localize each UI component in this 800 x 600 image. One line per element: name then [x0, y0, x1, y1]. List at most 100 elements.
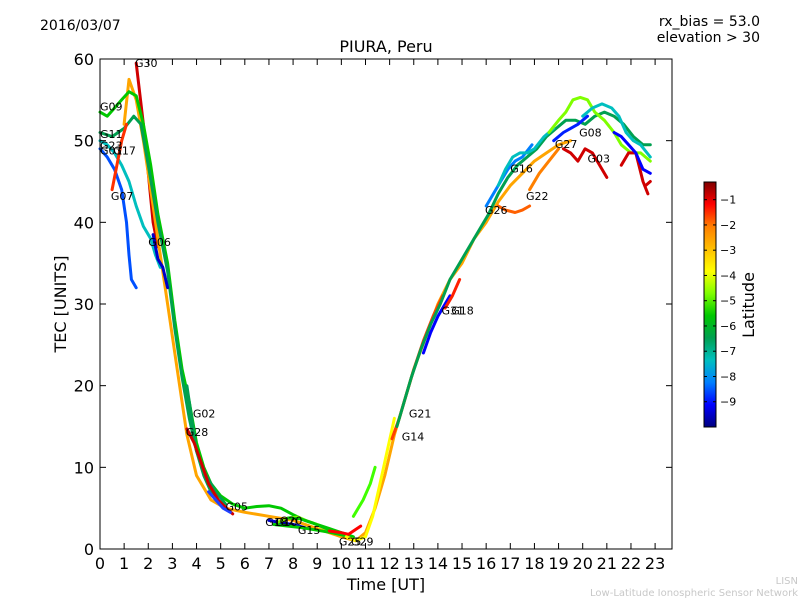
x-tick-label: 4: [191, 554, 201, 573]
x-tick-label: 1: [119, 554, 129, 573]
satellite-label: G29: [351, 536, 374, 549]
elevation-label: elevation > 30: [656, 30, 760, 46]
x-tick-label: 11: [355, 554, 375, 573]
satellite-label: G27: [555, 138, 578, 151]
y-tick-label: 40: [74, 213, 94, 232]
series-g13: [644, 180, 652, 188]
x-tick-label: 7: [264, 554, 274, 573]
x-tick-label: 9: [312, 554, 322, 573]
x-tick-label: 21: [597, 554, 617, 573]
y-tick-label: 30: [74, 295, 94, 314]
satellite-label: G03: [588, 153, 611, 166]
x-tick-label: 6: [240, 554, 250, 573]
satellite-label: G17: [113, 145, 136, 158]
colorbar-tick-label: −9: [720, 396, 736, 409]
x-tick-label: 13: [404, 554, 424, 573]
colorbar-tick-label: −1: [720, 194, 736, 207]
satellite-label: G06: [148, 236, 171, 249]
colorbar-tick-label: −3: [720, 244, 736, 257]
series-g03: [561, 147, 609, 179]
series-g29: [344, 416, 396, 543]
series-g26: [484, 143, 534, 208]
x-tick-label: 23: [645, 554, 665, 573]
colorbar-label: Latitude: [739, 272, 758, 338]
x-tick-label: 18: [524, 554, 544, 573]
colorbar-tick-label: −5: [720, 295, 736, 308]
satellite-label: G25: [339, 536, 362, 549]
rx-bias-label: rx_bias = 53.0: [658, 14, 760, 30]
chart-title: PIURA, Peru: [339, 37, 432, 56]
series-g11: [98, 90, 355, 539]
colorbar-tick-label: −8: [720, 370, 736, 383]
y-tick-label: 60: [74, 50, 94, 69]
y-tick-label: 50: [74, 132, 94, 151]
series-g09: [122, 77, 573, 543]
satellite-label: G20: [280, 514, 303, 527]
satellite-label: G31: [442, 305, 465, 318]
series-g23: [98, 114, 227, 506]
series-g05: [207, 490, 232, 514]
satellite-label: G21: [409, 407, 432, 420]
satellite-label: G11: [100, 128, 123, 141]
x-tick-label: 17: [500, 554, 520, 573]
x-tick-label: 3: [167, 554, 177, 573]
series-g31: [421, 294, 452, 355]
satellite-label: G18: [265, 516, 288, 529]
latitude-colorbar: −1 −2 −3 −4 −5 −6 −7 −8 −9: [703, 181, 736, 428]
series-g06: [151, 233, 170, 290]
satellite-label: G05: [226, 501, 249, 514]
satellite-label: G26: [485, 204, 508, 217]
colorbar-gradient: [703, 181, 717, 428]
satellite-label: G10: [275, 516, 298, 529]
satellite-label: G07: [111, 190, 134, 203]
series-g16: [496, 126, 556, 188]
satellite-label: G01: [100, 145, 123, 158]
x-tick-label: 19: [548, 554, 568, 573]
satellite-label: G08: [579, 127, 602, 140]
colorbar-tick-label: −6: [720, 320, 736, 333]
lisn-full-credit: Low-Latitude Ionospheric Sensor Network: [590, 588, 798, 599]
series-g20: [286, 516, 338, 535]
satellite-label: G30: [135, 57, 158, 70]
satellite-label: G02: [193, 407, 216, 420]
satellite-label: G16: [510, 162, 533, 175]
satellite-label: G23: [100, 140, 123, 153]
y-tick-label: 0: [84, 540, 94, 559]
x-tick-label: 22: [621, 554, 641, 573]
date-label: 2016/03/07: [40, 18, 121, 34]
series-g17: [98, 147, 138, 290]
satellite-label: G18: [451, 305, 474, 318]
satellite-label: G22: [526, 190, 549, 203]
satellite-label: G15: [298, 524, 321, 537]
series-g27: [552, 114, 589, 143]
series-g22: [496, 204, 532, 214]
series-g21: [395, 110, 652, 428]
x-tick-label: 8: [288, 554, 298, 573]
x-tick-label: 10: [331, 554, 351, 573]
colorbar-tick-label: −2: [720, 219, 736, 232]
lisn-credit: LISN: [775, 576, 798, 587]
series-g15: [272, 523, 348, 538]
x-axis-label: Time [UT]: [346, 575, 425, 594]
series-g22b: [528, 147, 561, 192]
series-g03b: [619, 151, 650, 196]
series-g01: [98, 139, 162, 269]
x-tick-label: 15: [452, 554, 472, 573]
satellite-labels: G30G09G11G23G01G17G07G06G02G28G05G18G10G…: [100, 57, 610, 548]
series-layer: [98, 61, 652, 543]
series-g32: [581, 102, 652, 159]
series-g25: [327, 524, 363, 536]
x-tick-label: 2: [143, 554, 153, 573]
axes: 0 1 2 3 4 5 6 7 8 9 10 11 12 13 14 15 16 17 18 19 20 21 22 2301…: [74, 50, 672, 573]
y-tick-label: 20: [74, 377, 94, 396]
series-g19: [612, 131, 652, 175]
series-g18b: [443, 278, 462, 310]
satellite-label: G09: [100, 100, 123, 113]
y-axis-label: TEC [UNITS]: [51, 256, 70, 354]
colorbar-tick-label: −7: [720, 345, 736, 358]
series-g07: [110, 122, 128, 192]
satellite-label: G28: [186, 426, 209, 439]
x-tick-label: 14: [428, 554, 448, 573]
x-tick-label: 20: [573, 554, 593, 573]
